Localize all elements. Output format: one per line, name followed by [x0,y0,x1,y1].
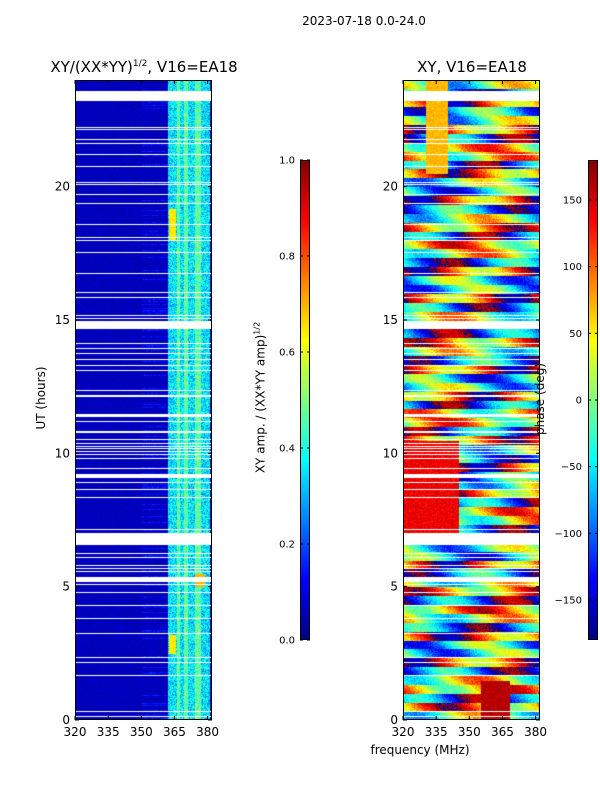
x-tick-label: 380 [524,725,547,739]
y-tick-label: 5 [390,580,398,594]
colorbar-tick-label: 1.0 [279,156,295,167]
colorbar-tick-label: 50 [569,329,582,340]
left-heatmap-image [75,80,212,720]
colorbar-tick-label: 0.6 [279,348,295,359]
y-tick-label: 20 [55,180,70,194]
right-heatmap-image [403,80,540,720]
colorbar-tick-label: 0.8 [279,252,295,263]
x-tick-label: 380 [196,725,219,739]
y-tick-label: 0 [62,713,70,727]
colorbar-tick-label: 100 [563,262,582,273]
right-colorbar-image [588,160,598,640]
left-title-sup: 1/2 [132,59,148,69]
right-x-axis-label: frequency (MHz) [370,743,470,757]
left-colorbar-image [300,160,310,640]
right-panel-title: XY, V16=EA18 [417,58,527,76]
colorbar-tick-label: 0.2 [279,540,295,551]
y-tick-label: 15 [383,313,398,327]
colorbar-tick-label: −100 [555,529,582,540]
figure-suptitle: 2023-07-18 0.0-24.0 [302,14,426,28]
y-tick-label: 0 [390,713,398,727]
left-title-suffix: , V16=EA18 [147,58,238,76]
x-tick-label: 320 [392,725,415,739]
colorbar-tick-label: −50 [561,462,582,473]
x-tick-label: 365 [491,725,514,739]
x-tick-label: 320 [64,725,87,739]
colorbar-tick-label: 0.4 [279,444,295,455]
y-tick-label: 10 [383,446,398,460]
x-tick-label: 350 [130,725,153,739]
y-tick-label: 10 [55,446,70,460]
left-colorbar-frame [300,160,310,640]
y-tick-label: 5 [62,580,70,594]
colorbar-tick-label: 150 [563,196,582,207]
y-tick-label: 15 [55,313,70,327]
left-plot-frame [75,80,212,720]
right-plot-frame [403,80,540,720]
x-tick-label: 365 [163,725,186,739]
x-tick-label: 335 [97,725,120,739]
colorbar-tick-label: −150 [555,596,582,607]
colorbar-tick-label: 0.0 [279,636,295,647]
left-panel-title: XY/(XX*YY)1/2, V16=EA18 [34,58,254,76]
x-tick-label: 335 [425,725,448,739]
y-tick-label: 20 [383,180,398,194]
left-title-main: XY/(XX*YY) [50,58,133,76]
colorbar-tick-label: 0 [576,396,582,407]
x-tick-label: 350 [458,725,481,739]
